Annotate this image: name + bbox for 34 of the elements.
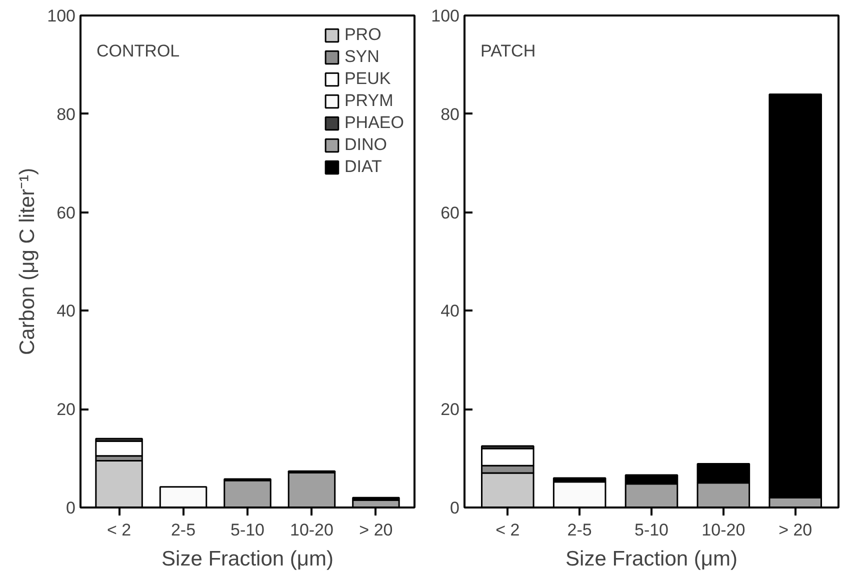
y-tick-label: 80 bbox=[440, 104, 460, 124]
x-tick-label: 5-10 bbox=[230, 520, 265, 540]
legend-label: DIAT bbox=[344, 157, 382, 177]
y-tick-label: 100 bbox=[431, 6, 460, 26]
y-axis-title: Carbon (μg C liter⁻¹) bbox=[16, 168, 40, 356]
x-tick-label: 2-5 bbox=[170, 520, 196, 540]
x-tick-label: > 20 bbox=[778, 520, 812, 540]
y-tick-label: 40 bbox=[56, 302, 76, 321]
x-tick-label: 2-5 bbox=[567, 520, 592, 540]
x-tick-label: < 2 bbox=[106, 520, 132, 540]
y-tick-label: 0 bbox=[66, 498, 76, 518]
y-tick-label: 20 bbox=[440, 400, 460, 420]
y-tick-label: 40 bbox=[440, 302, 460, 321]
legend-label: PEUK bbox=[344, 69, 391, 89]
legend-label: PRO bbox=[344, 25, 382, 45]
y-tick-label: 60 bbox=[440, 203, 460, 222]
y-tick-label: 80 bbox=[56, 104, 76, 124]
x-tick-label: 10-20 bbox=[702, 520, 746, 540]
y-tick-label: 60 bbox=[56, 203, 76, 222]
legend-label: SYN bbox=[344, 47, 380, 67]
legend-label: PRYM bbox=[344, 91, 394, 111]
x-axis-title: Size Fraction (μm) bbox=[162, 548, 334, 570]
x-tick-label: 5-10 bbox=[634, 520, 669, 540]
y-tick-label: 20 bbox=[56, 400, 76, 420]
legend-label: DINO bbox=[344, 135, 387, 155]
x-axis-title: Size Fraction (μm) bbox=[566, 548, 738, 570]
x-tick-label: < 2 bbox=[496, 520, 520, 540]
y-tick-label: 100 bbox=[47, 6, 76, 26]
legend-label: PHAEO bbox=[344, 113, 404, 133]
annotation: PATCH bbox=[480, 42, 536, 60]
x-tick-label: 10-20 bbox=[290, 520, 334, 540]
x-tick-label: > 20 bbox=[359, 520, 393, 540]
annotation: CONTROL bbox=[96, 42, 180, 60]
y-tick-label: 0 bbox=[450, 498, 460, 518]
